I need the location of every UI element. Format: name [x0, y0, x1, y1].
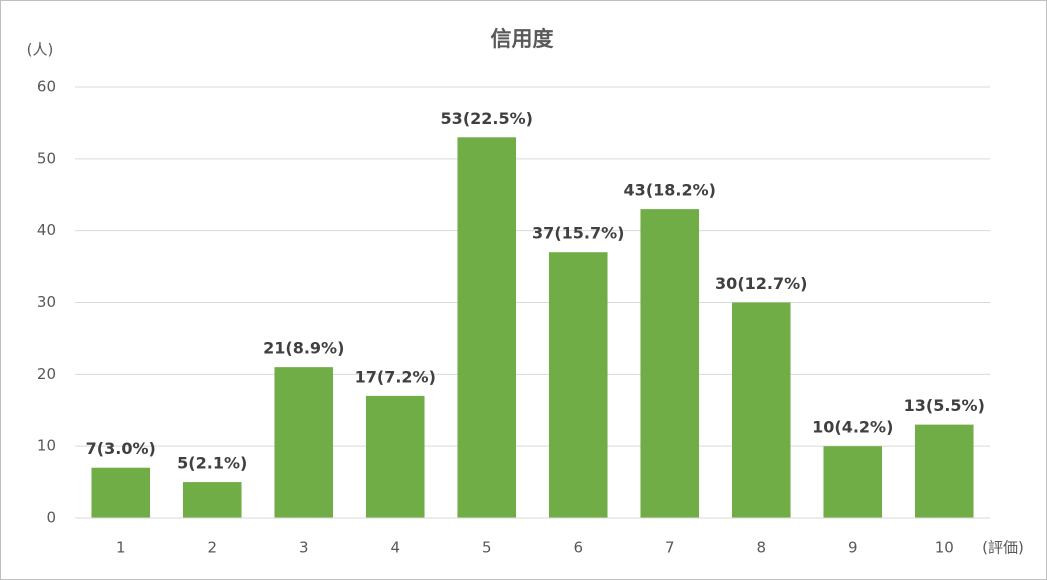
- value-label: 21(8.9%): [263, 339, 344, 358]
- y-tick-label: 30: [37, 293, 56, 311]
- y-tick-label: 40: [37, 221, 56, 239]
- x-tick-label: 10: [935, 539, 954, 557]
- bar: [640, 209, 700, 518]
- value-label: 53(22.5%): [441, 109, 533, 128]
- x-tick-label: 4: [390, 539, 400, 557]
- bar: [731, 302, 791, 518]
- x-axis-label: (評価): [982, 539, 1024, 557]
- bar: [274, 367, 334, 518]
- value-label: 17(7.2%): [355, 367, 436, 386]
- chart-title: 信用度: [491, 27, 554, 51]
- value-label: 43(18.2%): [624, 181, 716, 200]
- x-tick-label: 5: [482, 539, 492, 557]
- y-tick-label: 0: [46, 509, 56, 527]
- bar: [457, 137, 517, 519]
- y-tick-label: 50: [37, 149, 56, 167]
- value-label: 7(3.0%): [86, 439, 156, 458]
- x-tick-label: 7: [665, 539, 675, 557]
- x-tick-label: 2: [207, 539, 217, 557]
- value-label: 10(4.2%): [812, 418, 893, 437]
- x-tick-label: 6: [573, 539, 583, 557]
- x-tick-label: 8: [756, 539, 766, 557]
- x-tick-label: 9: [848, 539, 858, 557]
- value-label: 30(12.7%): [715, 274, 807, 293]
- bar: [914, 424, 974, 518]
- bar: [91, 467, 151, 518]
- value-label: 13(5.5%): [904, 396, 985, 415]
- bar: [365, 395, 425, 518]
- value-label: 5(2.1%): [177, 454, 247, 473]
- y-tick-label: 60: [37, 78, 56, 96]
- bar: [823, 446, 883, 518]
- y-tick-label: 20: [37, 365, 56, 383]
- x-tick-label: 3: [299, 539, 309, 557]
- y-axis-label: (人): [27, 41, 54, 59]
- value-label: 37(15.7%): [532, 224, 624, 243]
- y-tick-label: 10: [37, 437, 56, 455]
- bar: [182, 482, 242, 518]
- x-tick-label: 1: [116, 539, 126, 557]
- bar: [548, 252, 608, 518]
